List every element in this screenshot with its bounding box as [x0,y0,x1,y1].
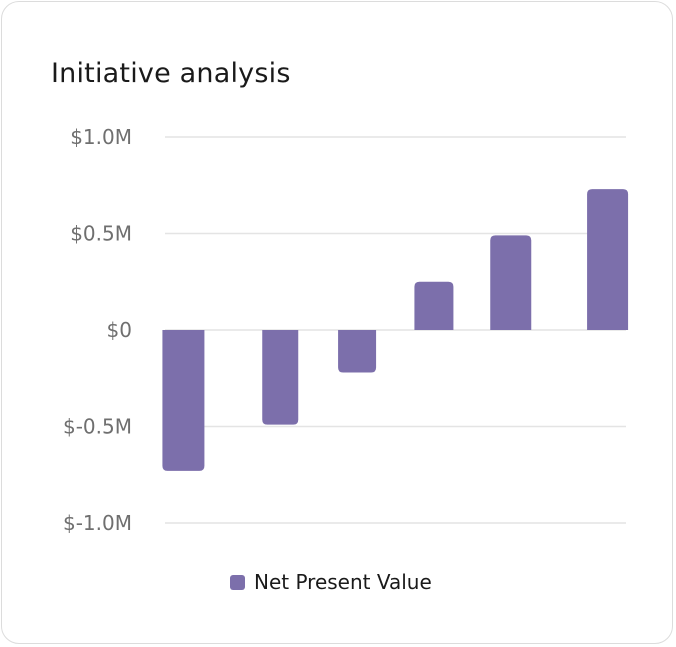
bars [162,189,629,471]
legend-swatch [230,574,245,590]
bar-chart: $1.0M $0.5M $0 $-0.5M $-1.0M [63,125,629,535]
y-tick-label: $0 [107,318,132,342]
y-tick-label: $-1.0M [63,511,132,535]
chart-title: Initiative analysis [51,58,291,89]
y-axis-ticks: $1.0M $0.5M $0 $-0.5M $-1.0M [63,125,132,535]
y-tick-label: $-0.5M [63,415,132,439]
y-tick-label: $0.5M [70,222,132,246]
legend-label: Net Present Value [254,570,432,594]
bar [338,330,377,373]
bar [490,235,532,330]
legend: Net Present Value [230,570,432,594]
bar [414,281,454,330]
bar [587,189,629,330]
bar [162,330,205,471]
y-tick-label: $1.0M [70,125,132,149]
grid-lines [165,136,626,524]
bar [262,330,299,425]
